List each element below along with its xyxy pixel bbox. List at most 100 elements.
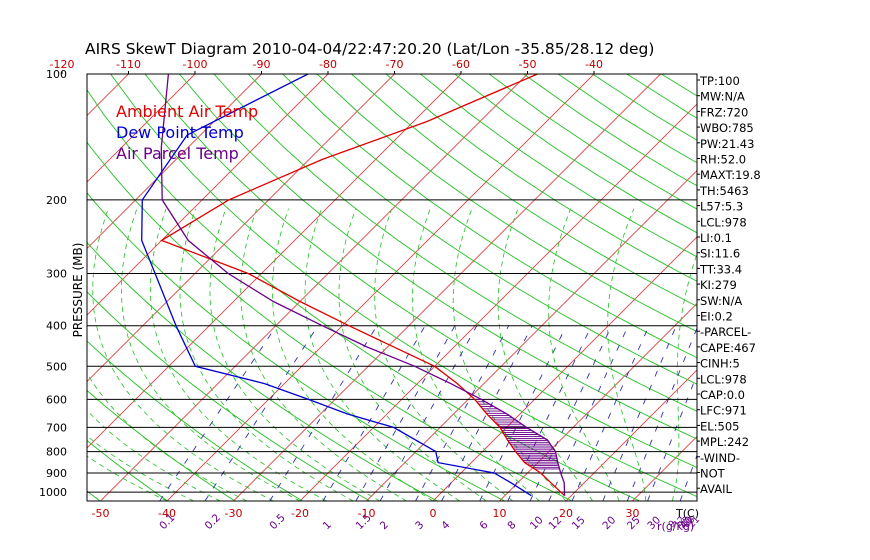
plot-frame — [86, 73, 698, 502]
dry-adiabat-line — [179, 74, 697, 440]
pressure-tick-label: 300 — [46, 268, 67, 281]
isobars — [87, 79, 700, 493]
dry-adiabat-line — [87, 389, 236, 501]
mixing-ratio-tick-label: 20 — [600, 514, 618, 532]
cape-hatch — [474, 398, 560, 470]
isotherm-line — [166, 74, 595, 501]
mixing-ratio-line — [355, 325, 456, 501]
dry-adiabat-line — [247, 74, 697, 385]
dry-adiabat-line — [87, 490, 101, 501]
mixing-ratio-tick-label: 3 — [413, 519, 426, 532]
moist-adiabat-line — [452, 208, 567, 501]
moist-adiabat-line — [209, 208, 380, 501]
moist-adiabat-line — [672, 252, 697, 501]
y-axis-label: PRESSURE (MB) — [71, 243, 85, 338]
isotherm-line — [299, 103, 697, 501]
moist-adiabat-line — [271, 208, 434, 501]
mixing-ratio-unit-label: r(g/kg) — [657, 520, 694, 533]
profile-air-parcel-temp — [160, 74, 566, 496]
isotherm-line — [432, 236, 697, 501]
index-value: -PARCEL- — [700, 325, 751, 339]
chart-title: AIRS SkewT Diagram 2010-04-04/22:47:20.2… — [85, 40, 654, 58]
mixing-ratio-line — [529, 325, 612, 501]
index-value: LI:0.1 — [700, 231, 732, 245]
top-temp-tick-label: -80 — [319, 58, 337, 71]
index-value: TH:5463 — [699, 184, 749, 198]
mixing-ratio-line — [159, 325, 277, 501]
moist-adiabat-line — [304, 208, 460, 501]
index-value: MW:N/A — [700, 90, 745, 104]
mixing-ratio-line — [269, 325, 378, 501]
top-temp-tick-labels: -120 -110 -100 -90 -80 -70 -60 -50 -40 — [50, 58, 603, 74]
bottom-temp-tick-label: -40 — [158, 507, 176, 520]
index-value: MAXT:19.8 — [700, 168, 761, 182]
moist-adiabat-line — [179, 208, 354, 501]
isotherm-line — [766, 74, 870, 501]
index-value: AVAIL — [700, 482, 733, 496]
bottom-temp-tick-label: 0 — [430, 507, 437, 520]
profile-ambient-air-temp — [160, 74, 566, 497]
legend: Ambient Air Temp Dew Point Temp Air Parcel… — [116, 102, 258, 163]
dry-adiabat-line — [110, 74, 697, 498]
dry-adiabat-line — [765, 74, 870, 501]
index-value: L57:5.3 — [700, 200, 743, 214]
top-temp-tick-label: -70 — [386, 58, 404, 71]
index-value: TT:33.4 — [699, 262, 742, 276]
bottom-temp-tick-label: -10 — [358, 507, 376, 520]
mixing-ratio-tick-label: 4 — [439, 519, 452, 532]
top-temp-tick-label: -60 — [452, 58, 470, 71]
pressure-tick-label: 700 — [46, 421, 67, 434]
index-value: CAP:0.0 — [700, 388, 745, 402]
pressure-tick-label: 900 — [46, 467, 67, 480]
mixing-ratio-tick-label: 0.2 — [203, 512, 223, 532]
isotherm-line — [87, 74, 395, 383]
dry-adiabat-line — [316, 74, 697, 333]
dry-adiabat-line — [87, 439, 168, 501]
top-temp-tick-label: -100 — [183, 58, 208, 71]
bottom-temp-tick-label: 10 — [493, 507, 507, 520]
moist-adiabat-line — [92, 208, 274, 501]
moist-adiabat-line — [374, 208, 514, 501]
mixing-ratio-line — [479, 325, 567, 501]
mixing-ratio-line — [379, 325, 478, 501]
top-temp-tick-label: -90 — [253, 58, 271, 71]
mixing-ratio-tick-label: 0.5 — [267, 512, 287, 532]
mixing-ratio-line — [571, 325, 650, 501]
index-value: LCL:978 — [700, 372, 747, 386]
index-value: WBO:785 — [700, 121, 754, 135]
pressure-tick-label: 200 — [46, 194, 67, 207]
bottom-temp-tick-label: 20 — [559, 507, 573, 520]
isotherm-line — [87, 74, 329, 316]
index-value: SI:11.6 — [700, 247, 740, 261]
mixing-ratio-tick-label: 6 — [477, 519, 490, 532]
mixing-ratio-line — [602, 325, 677, 501]
isotherm-line — [87, 74, 462, 449]
index-value: RH:52.0 — [700, 153, 746, 167]
dry-adiabat-line — [833, 74, 870, 501]
moist-adiabat-line — [548, 208, 620, 501]
mixing-ratio-line — [548, 325, 629, 501]
isotherm-line — [499, 302, 697, 501]
mixing-ratio-line — [204, 325, 319, 501]
mixing-ratio-line — [415, 325, 510, 501]
grid-lines — [87, 74, 870, 501]
index-value: CAPE:467 — [700, 341, 756, 355]
moist-adiabat-line — [120, 208, 301, 501]
mixing-ratio-tick-label: 8 — [505, 519, 518, 532]
index-value: MPL:242 — [700, 435, 749, 449]
index-value: LCL:978 — [700, 215, 747, 229]
index-value: PW:21.43 — [700, 137, 754, 151]
index-value: EL:505 — [700, 419, 740, 433]
bottom-temp-tick-labels: -50 -40 -30 -20 -10 0 10 20 30 — [92, 507, 640, 520]
pressure-tick-label: 1000 — [39, 486, 67, 499]
bottom-temp-tick-label: -50 — [92, 507, 110, 520]
index-value: TP:100 — [699, 74, 740, 88]
dry-adiabat-line — [87, 141, 573, 501]
index-value: SW:N/A — [700, 294, 742, 308]
moist-adiabat-line — [87, 435, 194, 501]
index-value: KI:279 — [700, 278, 737, 292]
mixing-ratio-line — [626, 326, 697, 501]
dry-adiabat-line — [87, 340, 303, 501]
